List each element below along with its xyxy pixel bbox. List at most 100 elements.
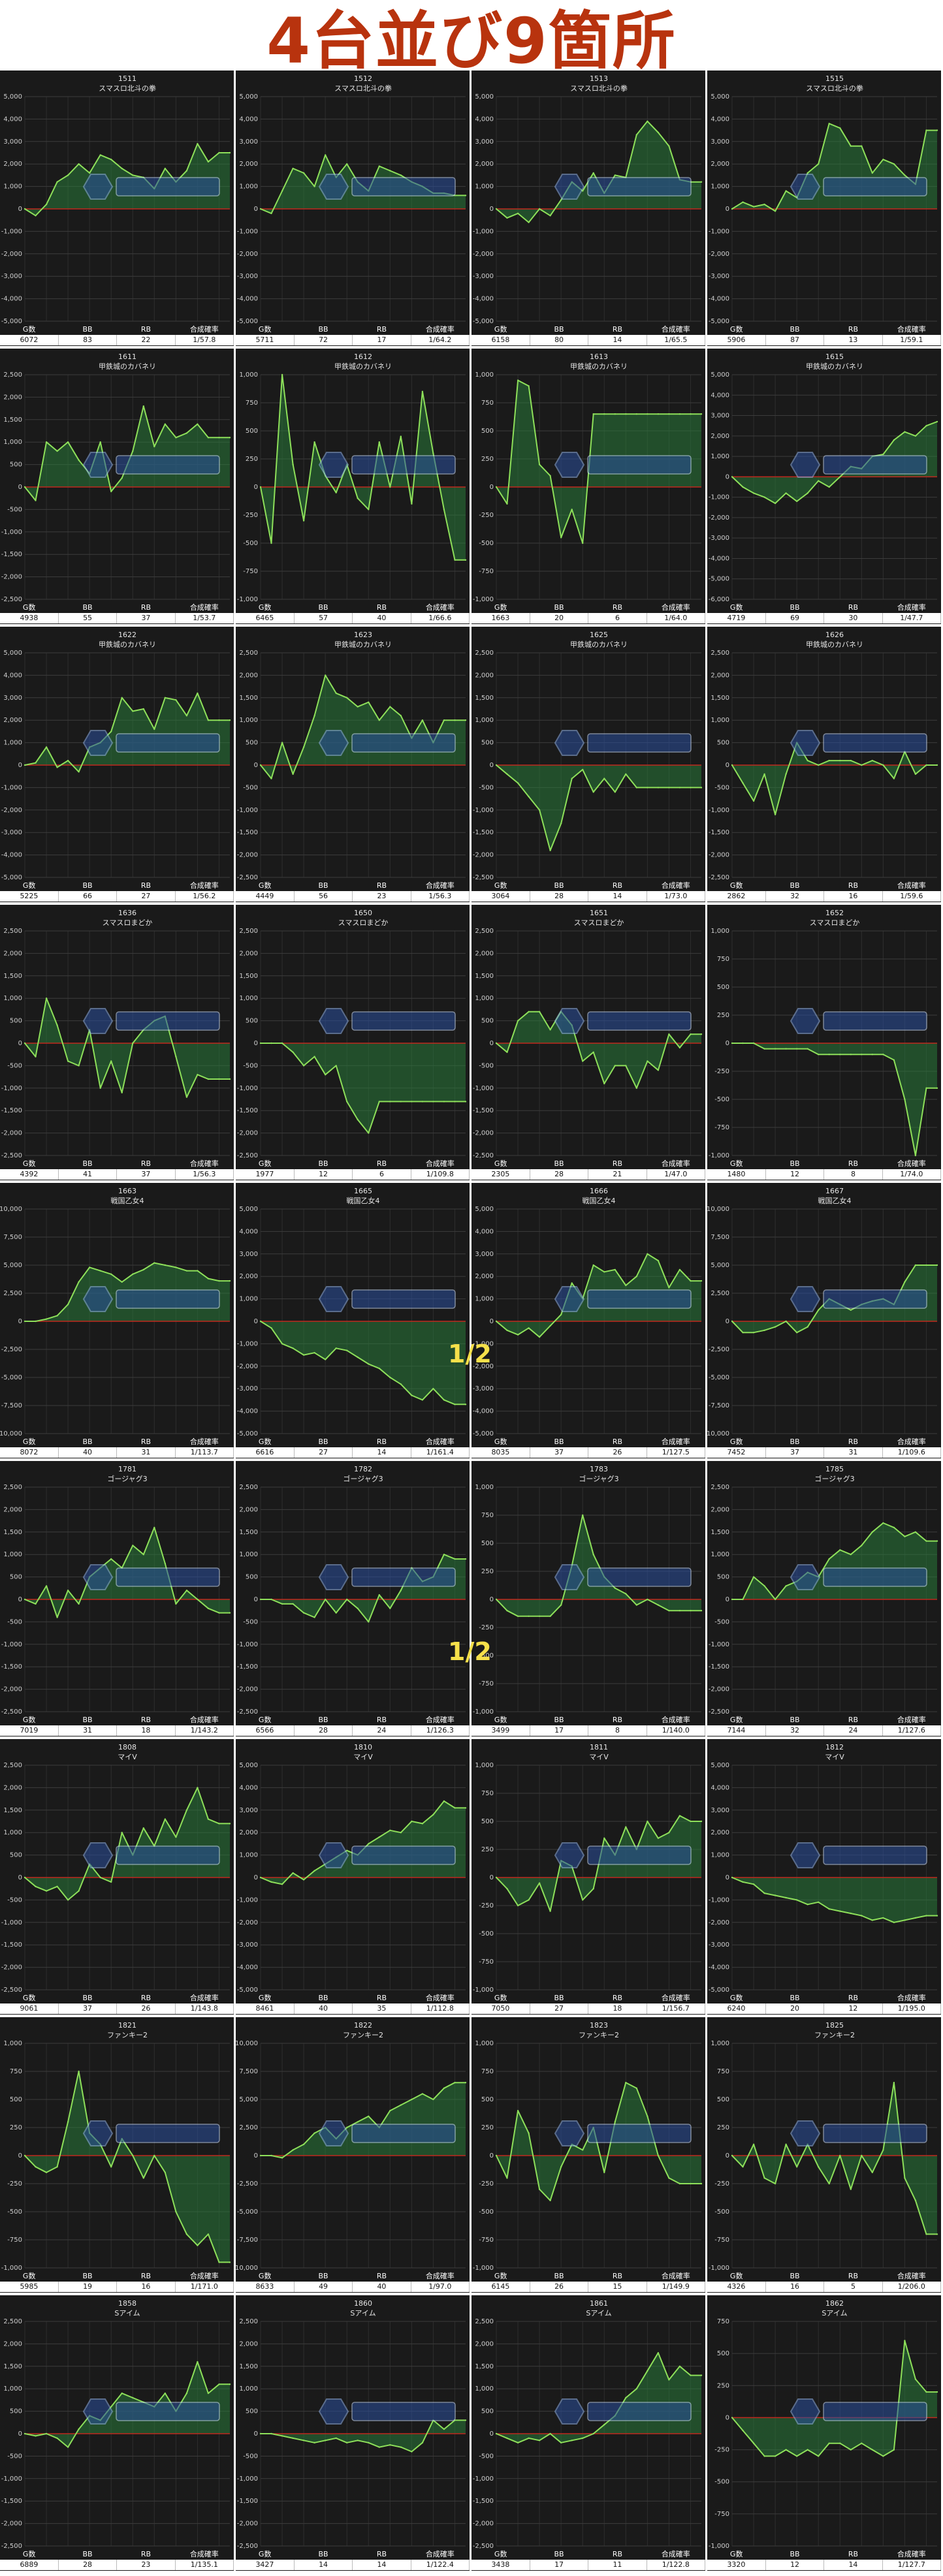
stats-header-cell: RB [116, 1715, 176, 1725]
data-point [731, 2417, 733, 2419]
series-area [25, 998, 230, 1097]
data-point [197, 143, 199, 145]
stats-value-cell: 3320 [707, 2560, 766, 2570]
data-point [454, 1558, 456, 1560]
data-point [635, 787, 637, 789]
data-point [560, 537, 562, 539]
stats-header-cell: 合成確率 [882, 881, 941, 891]
data-point [421, 1101, 424, 1103]
payout-chart: -2,500-2,000-1,500-1,000-50005001,0001,5… [473, 2299, 703, 2550]
y-tick-label: 1,000 [711, 453, 729, 460]
y-tick-label: -5,000 [1, 874, 22, 881]
series-area [261, 2082, 466, 2158]
y-tick-label: 3,000 [711, 413, 729, 420]
stats-value-cell: 30 [823, 613, 883, 623]
stats-header-cell: RB [352, 324, 411, 335]
machine-number: 1823 [590, 2021, 608, 2030]
data-point [495, 1876, 498, 1879]
data-point [110, 730, 112, 732]
y-tick-label: -1,500 [1, 1941, 22, 1949]
stats-value-cell: 1/127.7 [882, 2560, 941, 2570]
data-point [549, 1029, 551, 1031]
stats-value-cell: 1/112.8 [411, 2003, 470, 2014]
data-point [24, 208, 26, 210]
data-point [67, 441, 69, 443]
stats-header-cell: 合成確率 [411, 1159, 470, 1169]
chart-panel-1783: -1,000 -750 -500 -250 0 250 500 750 1,000 1783 ゴージ… [472, 1461, 705, 1736]
stats-header-cell: G数 [236, 1437, 295, 1447]
y-tick-label: 0 [490, 2152, 494, 2160]
y-tick-label: 1,000 [475, 1296, 494, 1303]
data-point [132, 2154, 134, 2157]
data-point [35, 2166, 37, 2168]
chart-panel-1611: -2,500 -2,000 -1,500 -1,000 -500 0 500 1,000 1,5… [0, 349, 234, 624]
chart-panel-1513: -5,000 -4,000 -3,000 -2,000 -1,000 0 1,000 2,00… [472, 71, 705, 346]
stats-header-cell: 合成確率 [647, 881, 705, 891]
payout-chart: -5,000-4,000-3,000-2,000-1,00001,0002,00… [473, 74, 703, 325]
y-tick-label: -1,000 [709, 1152, 729, 1159]
stats-header-cell: RB [352, 1993, 411, 2003]
y-tick-label: -500 [243, 2453, 258, 2460]
y-tick-label: 1,000 [3, 439, 22, 446]
y-tick-label: 0 [726, 1874, 729, 1881]
stats-header-cell: 合成確率 [175, 603, 234, 613]
watermark-logo [790, 2398, 927, 2425]
data-point [528, 1899, 530, 1901]
data-point [882, 2149, 884, 2151]
machine-number: 1623 [354, 631, 372, 639]
y-tick-label: -500 [479, 1930, 494, 1938]
stats-header-cell: RB [588, 1159, 647, 1169]
machine-number: 1612 [354, 353, 372, 361]
series-line [261, 2419, 466, 2453]
data-point [871, 2449, 873, 2451]
data-point [818, 1901, 820, 1903]
data-point [185, 1590, 188, 1592]
data-point [763, 2177, 765, 2179]
y-tick-label: -2,500 [473, 2543, 494, 2550]
y-tick-label: 3,000 [3, 695, 22, 702]
data-point [292, 463, 294, 465]
data-point [207, 437, 210, 439]
watermark-logo [82, 452, 220, 478]
series-line [731, 2082, 937, 2235]
watermark-logo [790, 452, 927, 478]
y-tick-label: -4,000 [1, 296, 22, 303]
y-tick-label: 750 [717, 956, 729, 963]
y-tick-label: -5,000 [709, 576, 729, 583]
series-area [732, 1265, 937, 1333]
stats-value-cell: 37 [116, 1169, 176, 1180]
series-area [732, 123, 937, 212]
y-tick-label: 500 [481, 428, 494, 435]
series-area [732, 1523, 937, 1599]
watermark-logo [82, 1564, 220, 1590]
data-point [400, 435, 402, 437]
stats-table: G数 BB RB 合成確率 3320 12 14 1/127.7 [707, 2549, 941, 2571]
y-tick-label: -3,000 [237, 273, 258, 280]
y-tick-label: 5,000 [711, 93, 729, 101]
y-tick-label: -2,000 [237, 1130, 258, 1137]
y-tick-label: -250 [714, 2180, 729, 2188]
y-tick-label: 1,000 [239, 1551, 258, 1558]
data-point [785, 2449, 787, 2451]
y-tick-label: 4,000 [239, 1784, 258, 1791]
data-point [229, 437, 231, 439]
data-point [464, 559, 467, 561]
data-point [302, 1879, 305, 1881]
y-tick-label: -2,000 [237, 1363, 258, 1370]
stats-header-cell: BB [294, 1437, 353, 1447]
stats-value-cell: 7050 [472, 2003, 530, 2014]
stats-value-cell: 1/122.8 [647, 2560, 705, 2570]
stats-value-cell: 14 [823, 2560, 883, 2570]
y-tick-label: -500 [714, 2479, 729, 2486]
stats-value-cell: 18 [116, 1725, 176, 1736]
y-tick-label: 1,500 [3, 973, 22, 980]
stats-header-cell: BB [765, 1159, 824, 1169]
data-point [99, 154, 101, 156]
stats-header-cell: 合成確率 [411, 1715, 470, 1725]
watermark-logo [318, 452, 456, 478]
stats-header-cell: G数 [707, 881, 766, 891]
machine-number: 1821 [118, 2021, 136, 2030]
y-tick-label: -1,000 [709, 2543, 729, 2550]
machine-number: 1822 [354, 2021, 372, 2030]
